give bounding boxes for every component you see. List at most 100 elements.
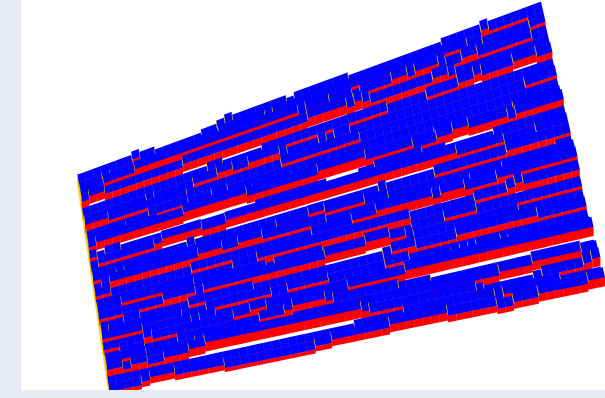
terrace-top-face <box>382 73 393 86</box>
terrace-top-face <box>404 227 415 239</box>
terrace-top-face <box>550 224 561 237</box>
terrace-front-face <box>191 207 200 220</box>
terrace-top-face <box>466 84 477 97</box>
terrace-top-face <box>414 237 425 249</box>
terrace-top-face <box>531 186 542 199</box>
terrace-top-face <box>256 247 266 259</box>
terrace-top-face <box>473 269 484 281</box>
terrace-top-face <box>290 115 301 127</box>
terrace-top-face <box>270 286 280 297</box>
terrace-side-face <box>364 233 366 246</box>
terrace-front-face <box>172 354 181 363</box>
terrace-top-face <box>171 346 181 357</box>
terrace-top-face <box>415 152 426 164</box>
terrace-top-face <box>338 327 349 338</box>
terrace-top-face <box>275 260 285 272</box>
terrace-side-face <box>332 290 334 303</box>
terrace-top-face <box>517 7 528 21</box>
terrace-top-face <box>101 277 111 288</box>
terrace-top-face <box>533 1 544 15</box>
terrace-front-face <box>560 232 570 244</box>
terrace-top-face <box>305 157 315 169</box>
terrace-top-face <box>296 103 307 116</box>
terrace-top-face <box>390 67 400 80</box>
terrace-front-face <box>522 298 531 308</box>
terrace-front-face <box>274 356 283 362</box>
terrace-top-face <box>371 320 382 332</box>
terrace-top-face <box>158 272 168 283</box>
terrace-top-face <box>175 173 185 185</box>
terrace-row <box>107 267 605 398</box>
terrace-top-face <box>380 64 391 77</box>
terrace-top-face <box>442 207 453 219</box>
terrace-top-face <box>237 291 248 302</box>
terrace-top-face <box>254 287 264 298</box>
terrace-side-face <box>450 120 453 134</box>
terrace-side-face <box>261 227 263 240</box>
terrace-top-face <box>422 235 433 247</box>
terrace-left-edge <box>104 351 106 376</box>
terrace-top-face <box>168 280 179 291</box>
terrace-top-face <box>566 220 578 233</box>
terrace-top-face <box>452 99 463 112</box>
terrace-top-face <box>460 96 471 110</box>
terrace-side-face <box>97 256 99 268</box>
terrace-top-face <box>180 141 190 153</box>
terrace-front-face <box>505 305 515 313</box>
terrace-top-face <box>424 205 435 217</box>
terrace-top-face <box>376 300 387 312</box>
terrace-top-face <box>491 197 502 210</box>
terrace-top-face <box>121 246 131 258</box>
terrace-top-face <box>528 287 539 299</box>
terrace-top-face <box>209 323 220 335</box>
terrace-top-face <box>405 65 416 78</box>
terrace-front-face <box>321 189 330 200</box>
terrace-top-face <box>123 311 133 322</box>
terrace-top-face <box>497 74 508 87</box>
terrace-top-face <box>468 94 479 107</box>
terrace-front-face <box>571 285 581 295</box>
terrace-top-face <box>571 240 582 253</box>
terrace-top-face <box>455 177 466 190</box>
terrace-top-face <box>312 232 323 244</box>
terrace-front-face <box>241 363 250 369</box>
terrace-top-face <box>351 171 362 183</box>
terrace-top-face <box>544 280 556 293</box>
terrace-top-face <box>283 213 293 225</box>
terrace-top-face <box>158 212 168 223</box>
terrace-top-face <box>464 68 475 81</box>
terrace-top-face <box>396 312 407 323</box>
terrace-top-face <box>356 236 366 248</box>
terrace-row <box>81 41 553 223</box>
terrace-side-face <box>153 236 155 248</box>
terrace-top-face <box>466 280 477 292</box>
terrace-top-face <box>376 88 387 101</box>
terrace-top-face <box>89 203 99 214</box>
terrace-top-face <box>365 253 376 265</box>
terrace-top-face <box>403 259 414 271</box>
terrace-top-face <box>185 275 195 287</box>
terrace-side-face <box>245 184 247 197</box>
terrace-top-face <box>350 209 361 221</box>
terrace-top-face <box>360 90 371 103</box>
terrace-top-face <box>330 329 341 340</box>
terrace-top-face <box>118 283 128 294</box>
terrace-top-face <box>131 369 141 380</box>
terrace-front-face <box>154 242 163 252</box>
terrace-top-face <box>374 76 385 89</box>
terrace-top-face <box>446 179 457 192</box>
terrace-top-face <box>335 270 345 281</box>
terrace-top-face <box>323 201 333 213</box>
terrace-top-face <box>428 253 439 265</box>
terrace-top-face <box>481 267 492 279</box>
terrace-top-face <box>203 291 214 302</box>
terrace-top-face <box>258 114 268 126</box>
terrace-top-face <box>99 322 110 333</box>
terrace-side-face <box>460 48 463 62</box>
terrace-row <box>89 112 569 276</box>
terrace-top-face <box>391 252 402 264</box>
terrace-top-face <box>452 52 463 65</box>
terrace-top-face <box>377 179 388 192</box>
terrace-top-face <box>406 190 417 203</box>
terrace-top-face <box>236 134 246 146</box>
